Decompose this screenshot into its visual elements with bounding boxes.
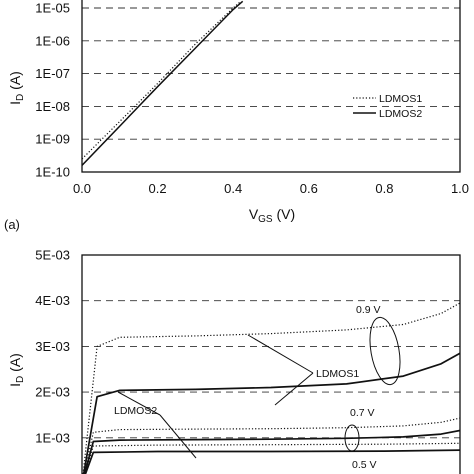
legend-label-ldmos2: LDMOS2 — [379, 108, 422, 120]
top-x-tick-labels: 0.0 0.2 0.4 0.6 0.8 1.0 — [73, 181, 469, 196]
bottom-series-line-ldmos1-0.7v — [83, 417, 460, 474]
top-y-axis-label-sub: D — [15, 94, 26, 101]
leader-ldmos2-b — [159, 414, 197, 459]
top-y-tick-label: 1E-07 — [35, 66, 70, 81]
top-chart: 1E-10 1E-09 1E-08 1E-07 1E-06 1E-05 0.0 0.2 0.4… — [4, 0, 469, 232]
bottom-y-tick-label: 3E-03 — [35, 339, 70, 354]
bottom-y-tick-labels: 1E-03 2E-03 3E-03 4E-03 5E-03 — [35, 248, 70, 446]
leader-ldmos2-a — [117, 391, 161, 416]
bottom-y-axis-label-unit: (A) — [7, 353, 23, 376]
annotation-0.7v: 0.7 V — [350, 407, 375, 419]
top-y-tick-label: 1E-09 — [35, 132, 70, 147]
top-x-axis-label-main: V — [249, 206, 259, 222]
top-y-tick-label: 1E-05 — [35, 1, 70, 16]
bottom-y-tick-label: 1E-03 — [35, 430, 70, 445]
top-panel-label: (a) — [4, 217, 20, 232]
top-plot-frame — [81, 0, 461, 173]
top-y-axis-label-main: I — [7, 101, 23, 105]
top-x-axis-label-unit: (V) — [273, 206, 296, 222]
top-y-axis-label: ID (A) — [7, 71, 26, 105]
top-x-tick-label: 0.2 — [149, 181, 167, 196]
legend-label-ldmos1: LDMOS1 — [379, 93, 422, 105]
top-y-axis-label-unit: (A) — [7, 71, 23, 94]
top-gridlines — [82, 7, 460, 140]
annotation-ldmos1: LDMOS1 — [316, 368, 359, 380]
bottom-plot-frame — [81, 254, 461, 474]
leader-ldmos1-a — [247, 334, 314, 374]
ellipse-0.7v — [344, 424, 360, 452]
ellipse-0.9v — [369, 316, 401, 386]
annotation-0.5v: 0.5 V — [352, 459, 377, 471]
bottom-series-line-ldmos1-0.9v — [82, 302, 460, 474]
bottom-series-group — [82, 302, 460, 474]
bottom-y-axis-label: ID (A) — [7, 353, 26, 387]
top-y-tick-labels: 1E-10 1E-09 1E-08 1E-07 1E-06 1E-05 — [35, 1, 70, 180]
bottom-y-tick-label: 4E-03 — [35, 293, 70, 308]
bottom-chart: 1E-03 2E-03 3E-03 4E-03 5E-03 ID (A) 0.9 V 0… — [7, 248, 461, 474]
top-x-tick-label: 0.6 — [300, 181, 318, 196]
leader-ldmos1-b — [274, 372, 314, 406]
top-x-axis-label: VGS (V) — [249, 206, 295, 225]
top-y-tick-label: 1E-08 — [35, 99, 70, 114]
top-series-line-ldmos1 — [82, 0, 242, 160]
top-x-tick-label: 0.8 — [375, 181, 393, 196]
annotation-ldmos2: LDMOS2 — [114, 405, 157, 417]
bottom-y-tick-label: 5E-03 — [35, 248, 70, 263]
bottom-y-axis-label-main: I — [7, 383, 23, 387]
top-x-tick-label: 0.4 — [224, 181, 242, 196]
top-x-axis-label-sub: GS — [258, 214, 273, 225]
top-x-tick-label: 1.0 — [451, 181, 469, 196]
annotation-0.9v: 0.9 V — [356, 304, 381, 316]
top-y-tick-label: 1E-06 — [35, 33, 70, 48]
bottom-series-line-ldmos2-0.7v — [83, 429, 460, 474]
top-legend: LDMOS1 LDMOS2 — [353, 93, 422, 120]
bottom-series-line-ldmos2-0.9v — [82, 352, 460, 474]
top-series-group — [82, 0, 244, 166]
top-y-tick-label: 1E-10 — [35, 165, 70, 180]
bottom-y-axis-label-sub: D — [15, 376, 26, 383]
bottom-series-line-ldmos1-0.5v — [84, 442, 460, 474]
annotation-leaders — [117, 334, 314, 459]
bottom-series-line-ldmos2-0.5v — [84, 449, 460, 474]
top-series-line-ldmos2 — [82, 0, 244, 166]
bottom-y-tick-label: 2E-03 — [35, 385, 70, 400]
bottom-gridlines — [82, 300, 460, 439]
top-x-tick-label: 0.0 — [73, 181, 91, 196]
